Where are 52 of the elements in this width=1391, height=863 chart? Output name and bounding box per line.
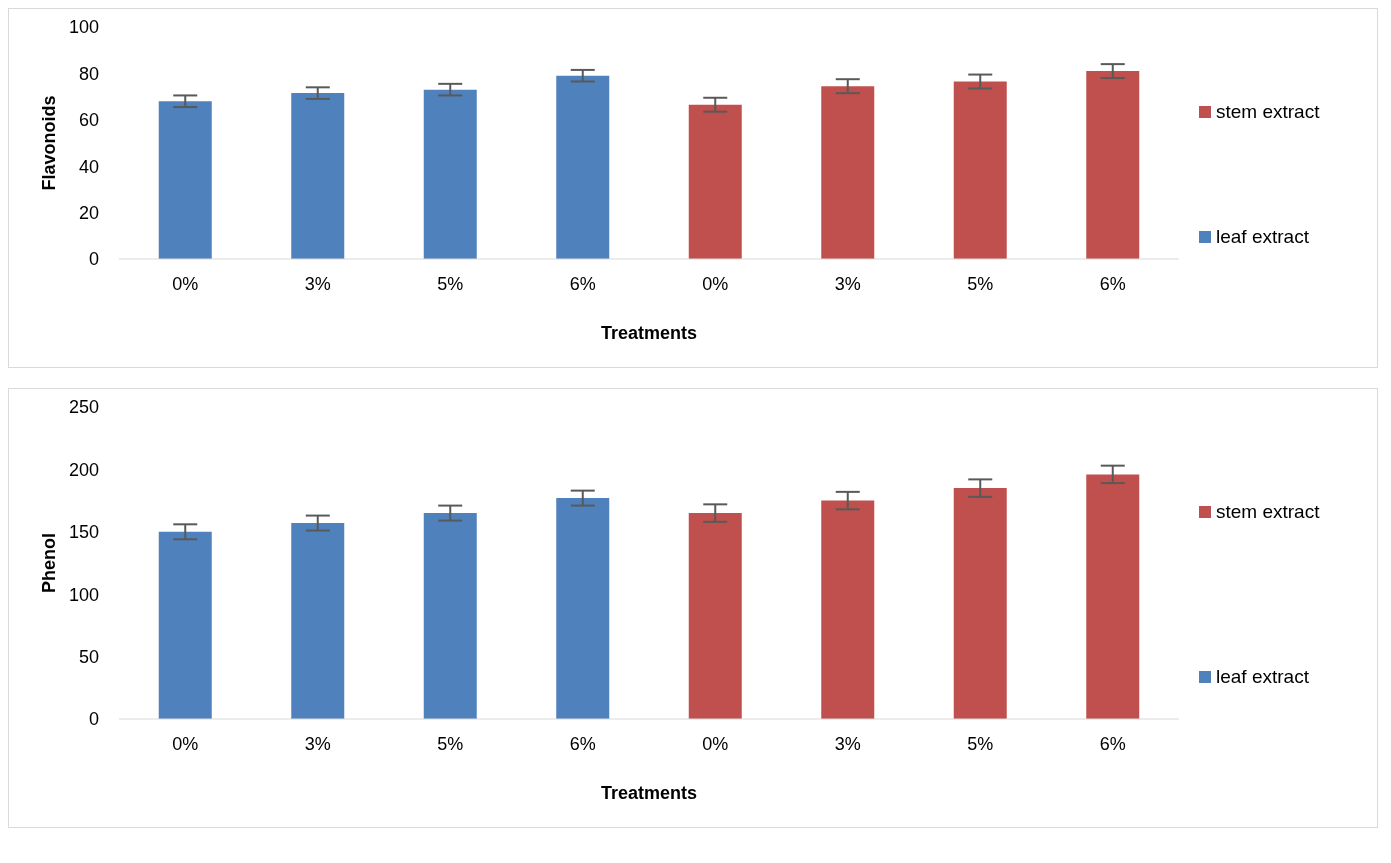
- x-tick-label: 5%: [437, 273, 464, 294]
- x-tick-label: 6%: [1099, 733, 1126, 754]
- x-tick-label: 3%: [834, 273, 861, 294]
- bar: [291, 523, 345, 719]
- x-tick-label: 6%: [569, 733, 596, 754]
- legend-label: stem extract: [1216, 100, 1320, 123]
- legend-label: leaf extract: [1216, 225, 1309, 248]
- y-tick-label: 80: [78, 63, 99, 84]
- y-axis-title: Flavonoids: [39, 95, 60, 191]
- x-tick-label: 0%: [172, 273, 199, 294]
- x-tick-label: 3%: [304, 273, 331, 294]
- bar: [821, 86, 875, 259]
- y-tick-label: 250: [68, 397, 99, 418]
- x-tick-label: 0%: [172, 733, 199, 754]
- x-tick-label: 6%: [1099, 273, 1126, 294]
- legend-label: leaf extract: [1216, 665, 1309, 688]
- y-tick-label: 60: [78, 110, 99, 131]
- x-tick-label: 5%: [437, 733, 464, 754]
- bar: [688, 513, 742, 719]
- x-tick-label: 0%: [702, 733, 729, 754]
- x-tick-label: 3%: [304, 733, 331, 754]
- x-tick-label: 6%: [569, 273, 596, 294]
- x-tick-label: 5%: [967, 733, 994, 754]
- y-axis-title: Phenol: [39, 532, 60, 594]
- bar: [423, 513, 477, 719]
- x-axis-title: Treatments: [600, 323, 698, 343]
- x-tick-label: 5%: [967, 273, 994, 294]
- x-tick-label: 3%: [834, 733, 861, 754]
- bar: [953, 488, 1007, 719]
- y-tick-label: 20: [78, 202, 99, 223]
- y-tick-label: 100: [68, 584, 99, 605]
- bar: [821, 500, 875, 719]
- bar: [291, 93, 345, 259]
- bar: [158, 531, 212, 719]
- y-tick-label: 100: [68, 17, 99, 38]
- bar: [1086, 474, 1140, 719]
- y-tick-label: 0: [88, 249, 99, 270]
- bar: [688, 104, 742, 259]
- bar: [953, 81, 1007, 259]
- y-tick-label: 50: [78, 646, 99, 667]
- y-tick-label: 0: [88, 709, 99, 730]
- x-tick-label: 0%: [702, 273, 729, 294]
- y-tick-label: 200: [68, 459, 99, 480]
- bar: [423, 89, 477, 259]
- bar: [556, 75, 610, 259]
- y-tick-label: 40: [78, 156, 99, 177]
- bar: [158, 101, 212, 259]
- legend-label: stem extract: [1216, 500, 1320, 523]
- y-tick-label: 150: [68, 522, 99, 543]
- x-axis-title: Treatments: [600, 783, 698, 803]
- bar: [556, 498, 610, 719]
- bar: [1086, 71, 1140, 259]
